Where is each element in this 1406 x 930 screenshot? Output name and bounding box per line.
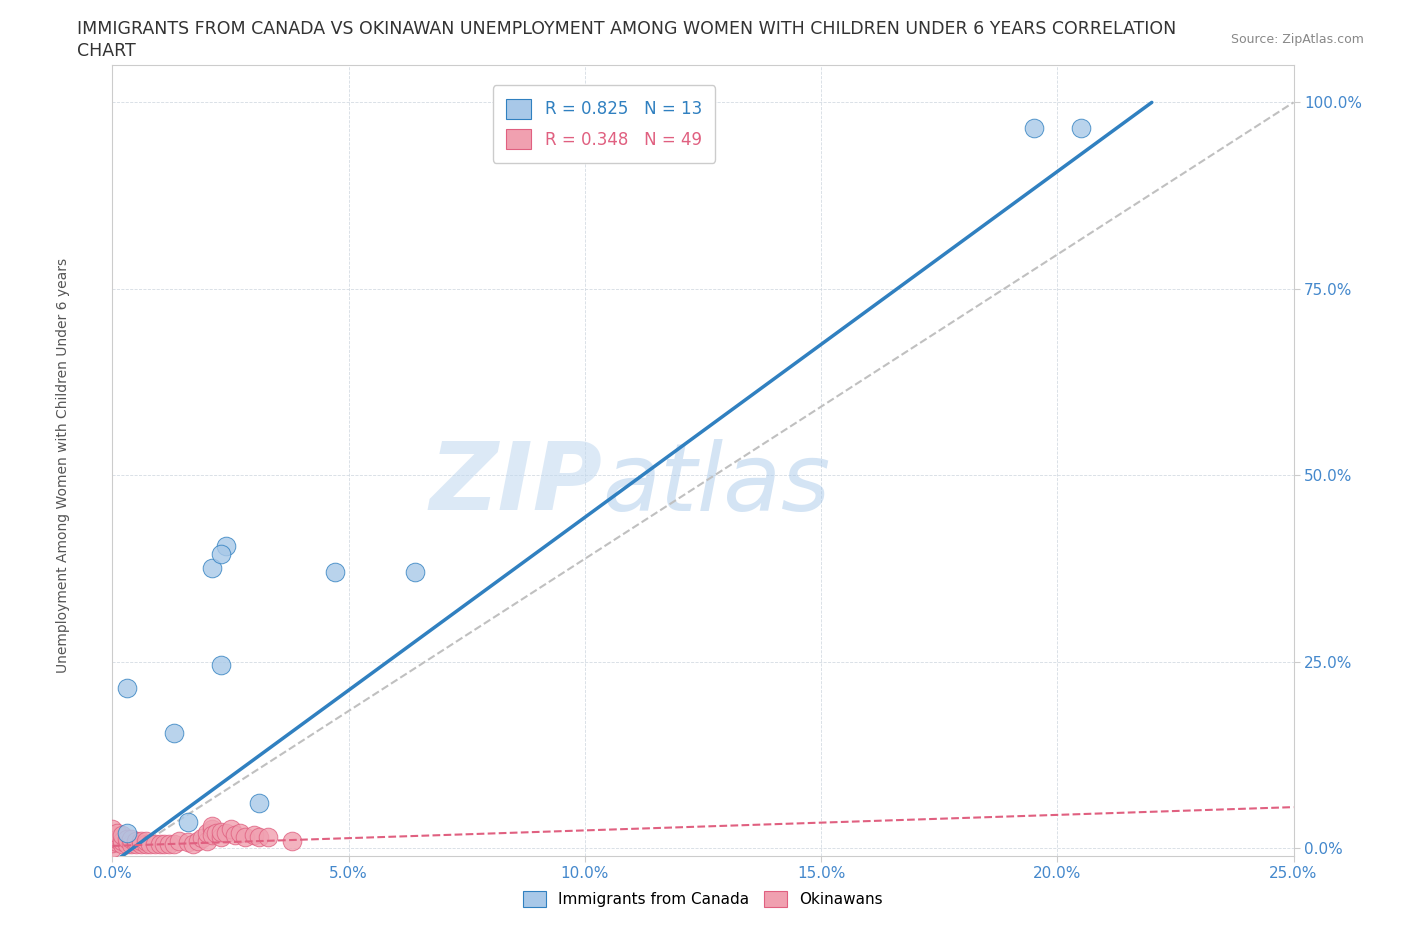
Point (257, 830, 280, 844)
Point (247, 796, 270, 811)
Point (115, 831, 138, 846)
Point (101, 822, 124, 837)
Legend: R = 0.825   N = 13, R = 0.348   N = 49: R = 0.825 N = 13, R = 0.348 N = 49 (494, 86, 716, 163)
Text: Source: ZipAtlas.com: Source: ZipAtlas.com (1230, 33, 1364, 46)
Text: CHART: CHART (77, 42, 136, 60)
Point (149, 837, 172, 852)
Point (209, 546, 232, 561)
Point (323, 565, 346, 579)
Point (281, 833, 304, 848)
Point (105, 835, 128, 850)
Point (111, 837, 134, 852)
Point (167, 833, 190, 848)
Point (201, 828, 224, 843)
Point (219, 822, 242, 837)
Point (101, 841, 124, 856)
Point (201, 561, 224, 576)
Point (177, 835, 200, 850)
Point (229, 826, 252, 841)
Point (247, 830, 270, 844)
Point (105, 831, 128, 846)
Text: ZIP: ZIP (430, 438, 603, 530)
Point (201, 822, 224, 837)
Point (129, 833, 152, 848)
Point (224, 828, 246, 843)
Point (101, 828, 124, 843)
Point (135, 833, 157, 848)
Legend: Immigrants from Canada, Okinawans: Immigrants from Canada, Okinawans (517, 884, 889, 913)
Point (115, 837, 138, 852)
Point (111, 833, 134, 848)
Point (191, 830, 214, 845)
Point (125, 833, 148, 848)
Point (243, 828, 266, 843)
Point (101, 831, 124, 846)
Point (143, 837, 166, 852)
Point (163, 725, 186, 740)
Point (215, 826, 238, 841)
Point (209, 830, 232, 844)
Point (111, 828, 134, 843)
Point (195, 826, 218, 841)
Text: IMMIGRANTS FROM CANADA VS OKINAWAN UNEMPLOYMENT AMONG WOMEN WITH CHILDREN UNDER : IMMIGRANTS FROM CANADA VS OKINAWAN UNEMP… (77, 20, 1177, 38)
Point (1022, 121, 1045, 136)
Point (215, 538, 238, 553)
Point (135, 837, 157, 852)
Point (139, 836, 162, 851)
Point (115, 826, 138, 841)
Point (177, 815, 200, 830)
Point (195, 833, 218, 848)
Point (209, 824, 232, 839)
Point (153, 837, 176, 852)
Point (157, 837, 180, 852)
Point (181, 837, 204, 852)
Point (120, 831, 142, 846)
Point (1070, 121, 1092, 136)
Point (101, 835, 124, 850)
Text: atlas: atlas (603, 439, 831, 529)
Point (129, 837, 152, 852)
Point (115, 681, 138, 696)
Point (209, 658, 232, 673)
Point (404, 565, 426, 579)
Point (163, 837, 186, 852)
Point (201, 818, 224, 833)
Point (120, 836, 142, 851)
Point (105, 826, 128, 841)
Point (186, 833, 208, 848)
Point (233, 830, 256, 844)
Text: Unemployment Among Women with Children Under 6 years: Unemployment Among Women with Children U… (56, 258, 70, 672)
Point (125, 837, 148, 852)
Point (205, 826, 228, 841)
